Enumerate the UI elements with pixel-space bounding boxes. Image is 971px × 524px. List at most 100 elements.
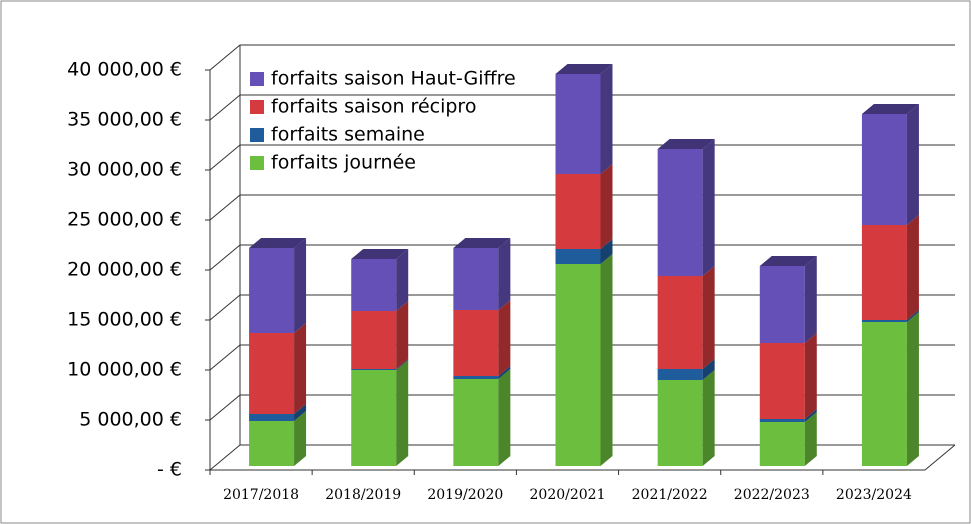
- x-tick-label: 2020/2021: [530, 487, 606, 503]
- bar-segment: [657, 370, 715, 466]
- bar-side: [906, 104, 919, 225]
- legend: forfaits saison Haut-Giffre forfaits sais…: [250, 68, 516, 174]
- bar-segment: [657, 266, 715, 369]
- bar-segment: [249, 323, 307, 414]
- x-tick-label: 2022/2023: [734, 487, 810, 503]
- bar-front: [351, 370, 397, 466]
- bar-front: [657, 149, 703, 276]
- bar-side: [498, 369, 511, 466]
- legend-label: forfaits saison récipro: [271, 96, 476, 118]
- bar-front: [453, 376, 499, 379]
- bar-segment: [861, 310, 919, 322]
- bar-segment: [453, 366, 511, 379]
- bar-front: [861, 322, 907, 466]
- bar-side: [804, 409, 817, 422]
- bar-top: [759, 256, 817, 266]
- x-tick-label: 2023/2024: [836, 487, 912, 503]
- y-tick-label: 25 000,00 €: [67, 209, 182, 231]
- bar-top: [453, 238, 511, 248]
- bar-front: [453, 310, 499, 376]
- bar-front: [555, 249, 601, 264]
- bar-segment: [351, 249, 409, 311]
- grid-line: [209, 394, 955, 421]
- legend-label: forfaits journée: [271, 152, 416, 174]
- bar-side: [396, 359, 409, 370]
- bar-segment: [759, 409, 817, 422]
- bar-segment: [249, 404, 307, 421]
- bar-front: [351, 369, 397, 370]
- bar-top: [249, 238, 307, 248]
- bar-front: [555, 74, 601, 174]
- bar-side: [906, 215, 919, 320]
- x-tick-label: 2017/2018: [223, 487, 299, 503]
- bar-front: [351, 311, 397, 369]
- bar-side: [702, 139, 715, 276]
- bar-side: [498, 238, 511, 310]
- bar-side: [804, 333, 817, 419]
- legend-swatch: [250, 72, 264, 86]
- bar-side: [600, 64, 613, 174]
- bar-front: [453, 379, 499, 466]
- grid-line: [209, 344, 955, 371]
- bar-segment: [351, 301, 409, 369]
- grid-line: [209, 444, 955, 471]
- bar-front: [657, 276, 703, 369]
- y-tick-label: 35 000,00 €: [67, 109, 182, 131]
- bar-front: [657, 369, 703, 380]
- floor-edge: [210, 444, 956, 471]
- bar-side: [396, 360, 409, 466]
- legend-label: forfaits saison Haut-Giffre: [271, 68, 516, 90]
- bar-front: [759, 422, 805, 466]
- bar-front: [351, 259, 397, 311]
- bar-front: [249, 421, 295, 466]
- legend-swatch: [250, 156, 264, 170]
- bar-top: [657, 139, 715, 149]
- bar-front: [861, 225, 907, 320]
- bar-segment: [861, 215, 919, 320]
- bar-front: [249, 248, 295, 333]
- bar-side: [294, 404, 307, 421]
- bar-front: [249, 414, 295, 421]
- grid-line: [209, 294, 955, 321]
- bar-front: [453, 248, 499, 310]
- bar-top: [555, 64, 613, 74]
- x-tick-label: 2019/2020: [427, 487, 503, 503]
- bar-side: [498, 366, 511, 379]
- bar-segment: [555, 164, 613, 249]
- grid-line: [209, 94, 955, 121]
- bar-side: [600, 164, 613, 249]
- bar-top: [861, 104, 919, 114]
- grid-line: [209, 144, 955, 171]
- grid-line: [209, 194, 955, 221]
- bar-side: [702, 370, 715, 466]
- bar-side: [702, 359, 715, 380]
- bar-segment: [759, 256, 817, 343]
- bar-side: [600, 254, 613, 466]
- bar-segment: [861, 312, 919, 466]
- bar-side: [906, 310, 919, 322]
- bar-side: [294, 411, 307, 466]
- bar-segment: [657, 359, 715, 380]
- bar-segment: [453, 300, 511, 376]
- bar-front: [759, 419, 805, 422]
- bar-side: [396, 301, 409, 369]
- bar-front: [759, 266, 805, 343]
- bar-side: [396, 249, 409, 311]
- bar-segment: [453, 369, 511, 466]
- legend-swatch: [250, 128, 264, 142]
- bar-segment: [249, 411, 307, 466]
- grid: - € 5 000,00 € 10 000,00 € 15 000,00 € 20 00…: [67, 44, 956, 503]
- bar-side: [498, 300, 511, 376]
- bar-side: [906, 312, 919, 466]
- y-tick-label: 15 000,00 €: [67, 309, 182, 331]
- y-tick-label: 10 000,00 €: [67, 359, 182, 381]
- bar-side: [804, 412, 817, 466]
- grid-line: [209, 44, 955, 71]
- y-tick-label: 40 000,00 €: [67, 59, 182, 81]
- x-tick-label: 2021/2022: [632, 487, 708, 503]
- bar-side: [804, 256, 817, 343]
- x-tick-label: 2018/2019: [325, 487, 401, 503]
- legend-swatch: [250, 100, 264, 114]
- bar-side: [702, 266, 715, 369]
